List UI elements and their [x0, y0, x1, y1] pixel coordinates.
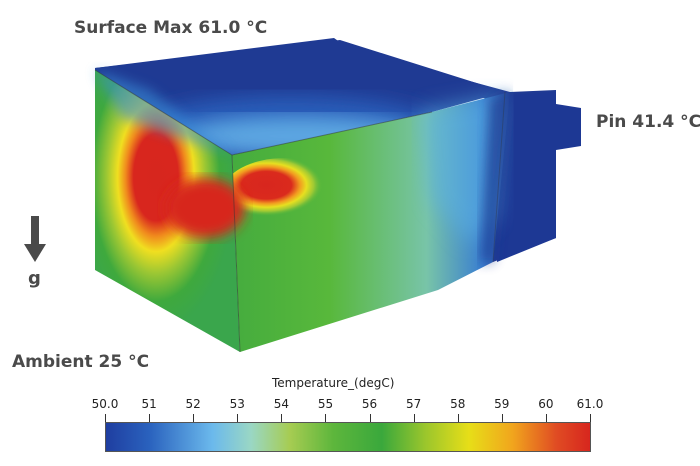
colorbar-tick-label: 54 — [273, 397, 289, 411]
colorbar-tick-mark — [545, 414, 547, 422]
surface-max-label: Surface Max 61.0 °C — [74, 18, 268, 38]
colorbar-tick-mark — [149, 414, 151, 422]
colorbar-tick-label: 57 — [405, 397, 422, 411]
colorbar-tick-label: 50.0 — [91, 397, 119, 411]
colorbar-tick-label: 53 — [229, 397, 245, 411]
colorbar-title: Temperature_(degC) — [272, 376, 395, 390]
colorbar-tick-mark — [281, 414, 283, 422]
colorbar-tick-label: 58 — [450, 397, 466, 411]
pin-temperature-label: Pin 41.4 °C — [596, 112, 700, 132]
colorbar-tick-mark — [193, 414, 195, 422]
colorbar-tick-mark — [413, 414, 415, 422]
housing-right-block — [493, 92, 556, 262]
colorbar-tick-label: 51 — [141, 397, 157, 411]
colorbar-tick-label: 60 — [538, 397, 554, 411]
down-arrow-icon — [24, 216, 46, 262]
colorbar-tick-mark — [369, 414, 371, 422]
colorbar-tick-label: 55 — [317, 397, 334, 411]
colorbar-tick-mark — [457, 414, 459, 422]
colorbar-tick-mark — [237, 414, 239, 422]
colorbar-tick-mark — [501, 414, 503, 422]
colorbar-tick-label: 59 — [494, 397, 510, 411]
colorbar-tick-mark — [590, 414, 591, 422]
colorbar-tick-mark — [105, 414, 106, 422]
gravity-label: g — [28, 268, 41, 289]
colorbar-tick-label: 56 — [361, 397, 378, 411]
colorbar-tick-mark — [325, 414, 327, 422]
colorbar-tick-label: 61.0 — [576, 397, 604, 411]
pin-connector — [556, 104, 581, 150]
colorbar-tick-label: 52 — [185, 397, 201, 411]
colorbar — [105, 422, 591, 452]
ambient-temperature-label: Ambient 25 °C — [12, 352, 150, 372]
